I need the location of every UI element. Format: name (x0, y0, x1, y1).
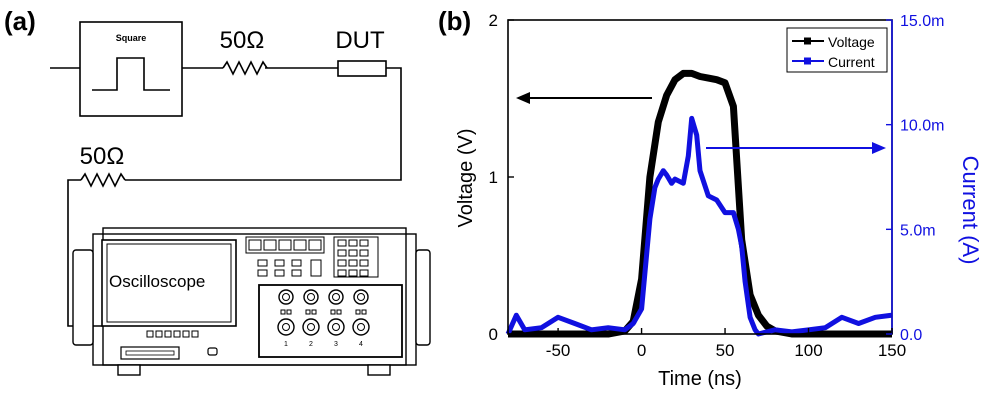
channel-1-label: 1 (284, 341, 288, 348)
plot-series (505, 69, 893, 338)
scope-screen-inner (106, 243, 232, 323)
y2-tick-label: 15.0m (900, 13, 944, 30)
y2-tick-label: 0.0 (900, 327, 922, 344)
channel-buttons (280, 309, 367, 315)
legend-current-label: Current (828, 54, 875, 70)
y-tick-label: 0 (489, 325, 498, 344)
axis-ticks: -50 0 50 100 150 0 1 2 0.0 5.0m 10.0m 15.0m (489, 11, 945, 360)
y-tick-label: 1 (489, 168, 498, 187)
resistor-1-label: 50Ω (220, 27, 265, 54)
series-line-current (505, 115, 893, 337)
x-tick-label: 150 (878, 341, 906, 360)
y2-tick-label: 10.0m (900, 118, 944, 135)
legend-voltage-label: Voltage (828, 34, 875, 50)
panel-b-label: (b) (438, 6, 471, 36)
legend-marker-current (804, 57, 811, 65)
channel-2-label: 2 (309, 341, 313, 348)
resistor-icon (222, 60, 268, 76)
square-pulse-icon (92, 57, 170, 91)
panel-a: (a) Square 50Ω DUT 50Ω (4, 6, 431, 376)
legend-marker-voltage (804, 37, 811, 45)
dut-label: DUT (335, 27, 385, 54)
signal-generator-label: Square (116, 33, 147, 43)
signal-generator (79, 21, 183, 117)
x-tick-label: -50 (546, 341, 571, 360)
power-button-icon (207, 347, 218, 356)
legend: Voltage Current (786, 27, 888, 73)
wire (125, 67, 402, 181)
y2-axis-title: Current (A) (958, 156, 982, 265)
scope-label: Oscilloscope (109, 272, 205, 291)
y-axis-title: Voltage (V) (455, 129, 477, 228)
x-tick-label: 50 (716, 341, 735, 360)
y-tick-label: 2 (489, 11, 498, 30)
resistor-icon (80, 172, 126, 188)
panel-a-label: (a) (4, 6, 36, 36)
scope-screen-buttons (146, 330, 199, 338)
x-axis-title: Time (ns) (658, 368, 742, 390)
channel-3-label: 3 (334, 341, 338, 348)
dut-box (337, 60, 387, 77)
x-tick-label: 0 (637, 341, 646, 360)
scope-controls (245, 236, 379, 278)
x-tick-label: 100 (794, 341, 822, 360)
series-line-voltage (508, 69, 892, 338)
oscilloscope: Oscilloscope (72, 227, 431, 376)
channel-inputs (277, 318, 370, 336)
current-axis-arrow (706, 142, 886, 154)
channel-4-label: 4 (359, 341, 363, 348)
panel-b: (b) -50 0 50 100 150 0 1 2 0.0 5.0m 10.0m 15.0m Vol… (438, 6, 982, 390)
resistor-2-label: 50Ω (80, 143, 125, 170)
channel-knobs (278, 289, 369, 305)
y2-tick-label: 5.0m (900, 222, 936, 239)
voltage-axis-arrow (516, 92, 652, 104)
